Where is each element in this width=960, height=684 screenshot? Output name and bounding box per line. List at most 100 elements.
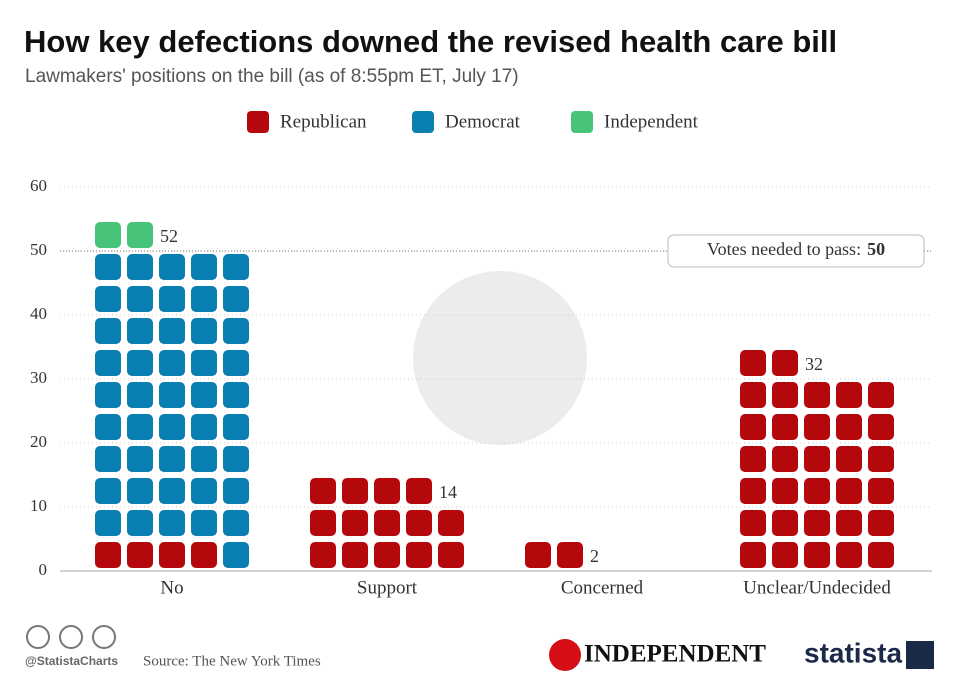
legend-swatch (571, 111, 593, 133)
unit-square (772, 542, 798, 568)
unit-square (127, 222, 153, 248)
y-tick-label: 10 (30, 496, 47, 515)
unit-square (159, 382, 185, 408)
segment (95, 542, 217, 568)
unit-square (406, 478, 432, 504)
unit-square (95, 446, 121, 472)
unit-square (740, 414, 766, 440)
annotation-label: Votes needed to pass: (707, 239, 861, 259)
unit-square (159, 510, 185, 536)
unit-square (95, 286, 121, 312)
unit-square (868, 542, 894, 568)
unit-square (406, 510, 432, 536)
watermark (413, 271, 587, 445)
x-tick-label: Support (357, 577, 418, 598)
unit-square (191, 318, 217, 344)
partner-logo (549, 639, 581, 671)
unit-square (342, 510, 368, 536)
unit-square (159, 446, 185, 472)
unit-square (525, 542, 551, 568)
unit-square (772, 478, 798, 504)
unit-square (836, 510, 862, 536)
unit-square (438, 542, 464, 568)
y-tick-label: 40 (30, 304, 47, 323)
unit-square (772, 350, 798, 376)
unit-square (310, 478, 336, 504)
unit-square (557, 542, 583, 568)
total-label: 2 (590, 546, 599, 566)
footer: @StatistaCharts Source: The New York Tim… (25, 625, 934, 671)
x-tick-label: Unclear/Undecided (743, 577, 891, 598)
legend-swatch (247, 111, 269, 133)
y-tick-label: 50 (30, 240, 47, 259)
unit-square (804, 510, 830, 536)
source: Source: The New York Times (143, 653, 321, 669)
unit-square (406, 542, 432, 568)
unit-square (223, 478, 249, 504)
unit-square (772, 414, 798, 440)
unit-square (95, 254, 121, 280)
unit-square (836, 414, 862, 440)
total-label: 32 (805, 354, 823, 374)
unit-square (804, 542, 830, 568)
legend-label: Democrat (445, 111, 521, 132)
unit-square (127, 254, 153, 280)
unit-square (127, 478, 153, 504)
unit-square (127, 542, 153, 568)
unit-square (159, 542, 185, 568)
unit-square (159, 414, 185, 440)
total-label: 14 (439, 482, 457, 502)
brand: statista (804, 637, 902, 668)
y-tick-label: 30 (30, 368, 47, 387)
unit-square (374, 542, 400, 568)
segment (525, 542, 583, 568)
unit-square (740, 510, 766, 536)
unit-square (127, 510, 153, 536)
partner: INDEPENDENT (584, 641, 766, 668)
y-tick-label: 0 (39, 560, 48, 579)
unit-square (342, 478, 368, 504)
unit-square (223, 318, 249, 344)
unit-square (310, 510, 336, 536)
annotation-value: 50 (867, 239, 885, 259)
legend-label: Republican (280, 111, 367, 132)
unit-square (223, 254, 249, 280)
unit-square (127, 414, 153, 440)
unit-square (740, 446, 766, 472)
unit-square (868, 382, 894, 408)
unit-square (95, 222, 121, 248)
x-tick-label: Concerned (561, 577, 644, 598)
unit-square (159, 254, 185, 280)
x-tick-label: No (160, 577, 183, 598)
unit-square (740, 350, 766, 376)
unit-square (223, 382, 249, 408)
unit-square (191, 382, 217, 408)
legend-label: Independent (604, 111, 699, 132)
unit-square (342, 542, 368, 568)
segment (310, 478, 464, 568)
segment (95, 254, 249, 568)
unit-square (95, 318, 121, 344)
unit-square (804, 382, 830, 408)
y-tick-label: 20 (30, 432, 47, 451)
y-tick-label: 60 (30, 176, 47, 195)
unit-square (95, 382, 121, 408)
unit-square (836, 478, 862, 504)
unit-square (191, 542, 217, 568)
unit-square (868, 446, 894, 472)
unit-square (191, 446, 217, 472)
handle: @StatistaCharts (25, 654, 118, 668)
unit-square (740, 478, 766, 504)
unit-square (223, 510, 249, 536)
legend-swatch (412, 111, 434, 133)
unit-square (191, 350, 217, 376)
by-icon (59, 625, 83, 649)
unit-square (191, 254, 217, 280)
unit-square (740, 382, 766, 408)
brand-logo (906, 641, 934, 669)
unit-square (836, 446, 862, 472)
unit-square (804, 414, 830, 440)
unit-square (159, 318, 185, 344)
unit-square (127, 318, 153, 344)
